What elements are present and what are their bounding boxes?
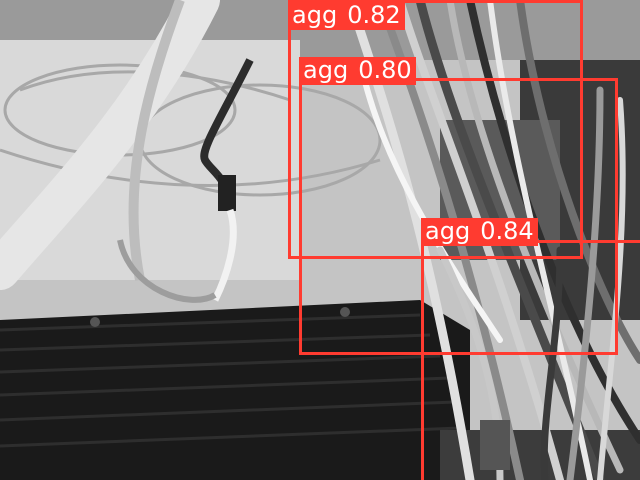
detection-score: 0.84: [480, 217, 534, 245]
detection-class: agg: [425, 217, 471, 245]
detection-label-1: agg 0.82: [288, 2, 405, 30]
detection-score: 0.80: [358, 56, 412, 84]
detection-box-1: [288, 0, 583, 259]
detection-label-3: agg 0.84: [421, 218, 538, 246]
detection-class: agg: [303, 56, 349, 84]
detection-label-2: agg 0.80: [299, 57, 416, 85]
detection-score: 0.82: [347, 1, 401, 29]
detection-class: agg: [292, 1, 338, 29]
detection-box-2: [299, 78, 618, 355]
detection-box-3: [421, 240, 640, 480]
